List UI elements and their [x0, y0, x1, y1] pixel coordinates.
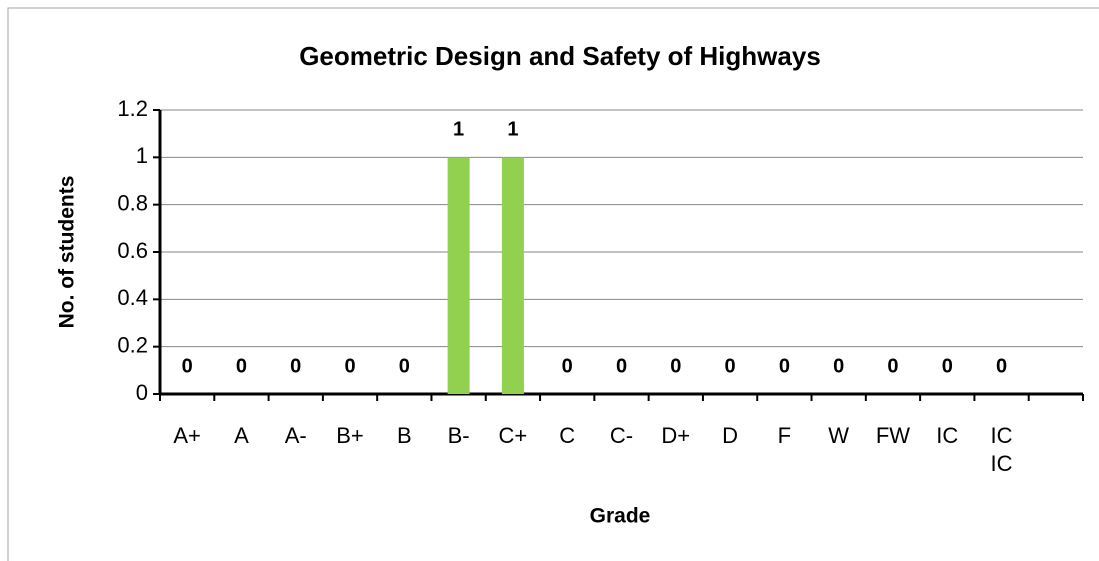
data-label: 0: [236, 355, 247, 377]
x-tick-label: C: [559, 423, 575, 448]
y-tick-label: 0.6: [117, 238, 148, 263]
data-label: 0: [833, 355, 844, 377]
bar: [501, 157, 524, 394]
data-label: 0: [399, 355, 410, 377]
data-label: 0: [887, 355, 898, 377]
x-tick-label: D+: [661, 423, 690, 448]
y-tick-label: 0.2: [117, 332, 148, 357]
data-label: 1: [453, 119, 464, 141]
data-label: 1: [507, 119, 518, 141]
bar: [447, 157, 470, 394]
y-tick-label: 0.8: [117, 190, 148, 215]
x-tick-label: IC IC: [991, 423, 1013, 476]
data-label: 0: [670, 355, 681, 377]
chart-border: [7, 7, 1099, 561]
data-label: 0: [562, 355, 573, 377]
data-label: 0: [779, 355, 790, 377]
x-tick-label: IC: [936, 423, 958, 448]
y-axis-label: No. of students: [56, 176, 79, 329]
x-tick-label: C-: [610, 423, 633, 448]
x-tick-label: B: [397, 423, 412, 448]
data-label: 0: [182, 355, 193, 377]
data-label: 0: [344, 355, 355, 377]
data-label: 0: [725, 355, 736, 377]
x-axis-label: Grade: [590, 505, 651, 528]
y-tick-label: 1.2: [117, 96, 148, 121]
y-tick-label: 1: [136, 143, 148, 168]
y-tick-label: 0.4: [117, 285, 148, 310]
x-tick-label: B+: [336, 423, 364, 448]
x-tick-label: A-: [285, 423, 307, 448]
data-label: 0: [996, 355, 1007, 377]
data-label: 0: [290, 355, 301, 377]
x-tick-label: B-: [448, 423, 470, 448]
y-tick-label: 0: [136, 380, 148, 405]
x-tick-label: A+: [173, 423, 201, 448]
x-tick-label: C+: [499, 423, 528, 448]
x-tick-label: A: [234, 423, 249, 448]
x-tick-label: FW: [876, 423, 910, 448]
x-tick-label: D: [722, 423, 738, 448]
data-label: 0: [942, 355, 953, 377]
data-label: 0: [616, 355, 627, 377]
chart-title: Geometric Design and Safety of Highways: [299, 41, 821, 71]
x-tick-label: W: [828, 423, 849, 448]
x-tick-label: F: [778, 423, 791, 448]
